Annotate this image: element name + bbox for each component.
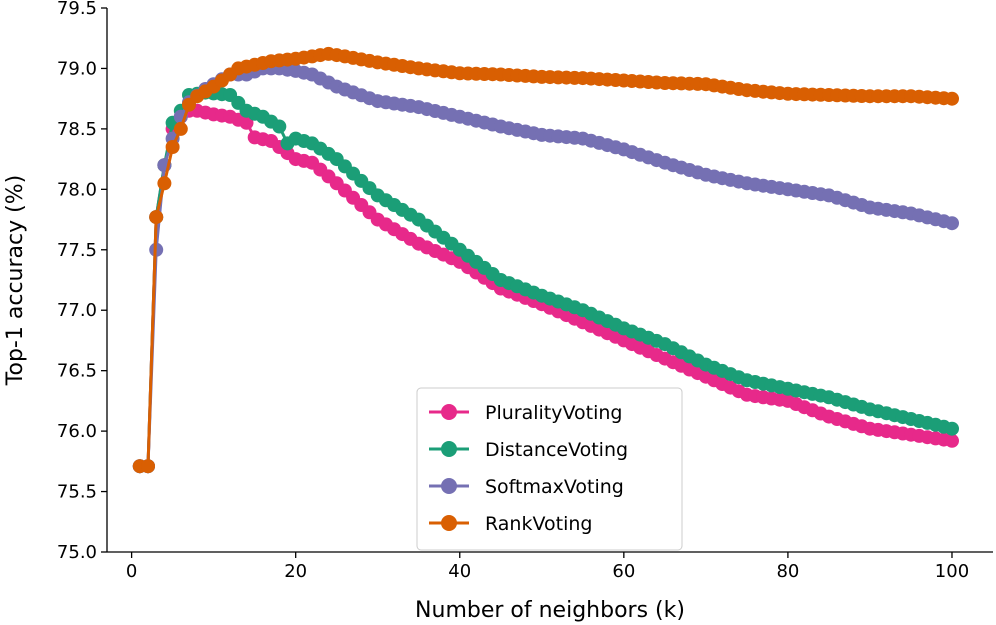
- legend-label: RankVoting: [485, 513, 592, 535]
- x-tick-label: 0: [126, 561, 137, 582]
- y-tick-label: 78.0: [57, 179, 97, 200]
- data-point: [945, 216, 959, 231]
- legend-label: DistanceVoting: [485, 439, 628, 461]
- data-point: [173, 121, 188, 136]
- y-tick-label: 76.5: [57, 361, 97, 382]
- y-tick-label: 76.0: [57, 421, 97, 442]
- legend-item: RankVoting: [429, 513, 592, 535]
- y-tick-label: 75.5: [57, 482, 97, 503]
- x-tick-label: 40: [448, 561, 471, 582]
- x-tick-label: 100: [935, 561, 969, 582]
- legend-item: DistanceVoting: [429, 439, 628, 461]
- axes: 0 20 40 60 80 100 75.0 75.5 76.0 76.5 77.0 77.5 78.0…: [57, 0, 993, 582]
- x-tick-label: 60: [612, 561, 635, 582]
- data-point: [165, 140, 180, 154]
- data-point: [272, 119, 287, 134]
- legend-item: PluralityVoting: [429, 402, 622, 424]
- y-tick-label: 77.0: [57, 300, 97, 321]
- data-point: [239, 115, 254, 130]
- series-PluralityVoting: [132, 103, 959, 474]
- legend-marker: [441, 478, 457, 494]
- series-RankVoting: [132, 46, 959, 474]
- y-tick-label: 79.5: [57, 0, 97, 19]
- y-tick-label: 78.5: [57, 119, 97, 140]
- legend-marker: [441, 441, 457, 457]
- legend-item: SoftmaxVoting: [429, 476, 624, 498]
- data-point: [945, 421, 959, 436]
- y-axis-label: Top-1 accuracy (%): [3, 175, 28, 386]
- data-point: [945, 433, 959, 448]
- plot-lines: [132, 46, 959, 474]
- x-tick-label: 80: [776, 561, 799, 582]
- legend-marker: [441, 404, 457, 420]
- legend-label: PluralityVoting: [485, 402, 622, 424]
- y-tick-label: 75.0: [57, 542, 97, 563]
- y-tick-label: 77.5: [57, 240, 97, 261]
- data-point: [945, 91, 959, 106]
- legend-label: SoftmaxVoting: [485, 476, 624, 498]
- legend-marker: [441, 515, 457, 531]
- x-axis-label: Number of neighbors (k): [415, 598, 685, 623]
- legend-box: [416, 387, 683, 551]
- data-point: [157, 176, 172, 191]
- legend: PluralityVoting DistanceVoting SoftmaxVoti…: [416, 387, 683, 551]
- data-point: [141, 459, 155, 474]
- x-tick-label: 20: [284, 561, 307, 582]
- data-point: [149, 210, 164, 225]
- y-tick-label: 79.0: [57, 58, 97, 79]
